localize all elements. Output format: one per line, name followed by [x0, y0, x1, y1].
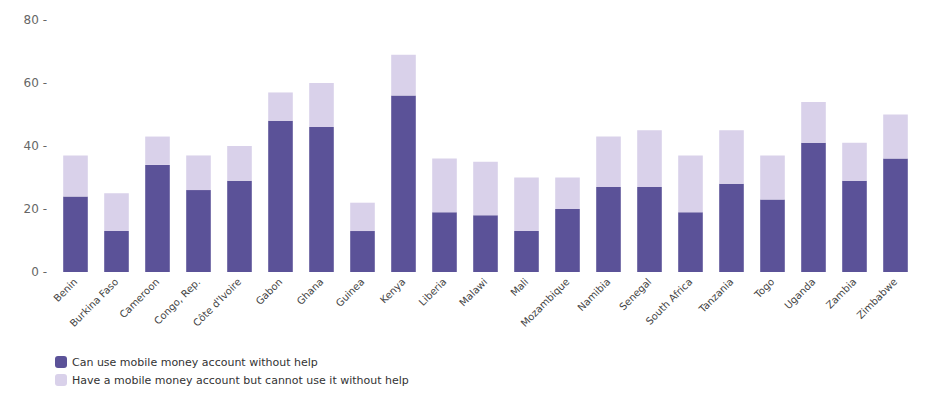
svg-text:Namibia: Namibia	[575, 276, 612, 313]
svg-text:0 -: 0 -	[31, 265, 47, 279]
svg-text:80 -: 80 -	[24, 13, 47, 27]
svg-text:Tanzania: Tanzania	[696, 276, 735, 315]
svg-text:Guinea: Guinea	[334, 276, 367, 309]
svg-text:Mali: Mali	[508, 276, 530, 298]
svg-text:40 -: 40 -	[24, 139, 47, 153]
svg-text:Zambia: Zambia	[824, 276, 859, 311]
svg-text:Zimbabwe: Zimbabwe	[855, 276, 900, 321]
svg-text:60 -: 60 -	[24, 76, 47, 90]
svg-text:Gabon: Gabon	[254, 276, 285, 307]
svg-text:Uganda: Uganda	[782, 276, 817, 311]
svg-text:Can use mobile money account w: Can use mobile money account without hel…	[72, 356, 318, 369]
svg-text:Cameroon: Cameroon	[117, 276, 161, 320]
svg-text:Ghana: Ghana	[295, 276, 326, 307]
svg-text:Burkina Faso: Burkina Faso	[68, 276, 121, 329]
svg-text:20 -: 20 -	[24, 202, 47, 216]
svg-text:Malawi: Malawi	[457, 276, 489, 308]
svg-text:Senegal: Senegal	[617, 276, 653, 312]
svg-text:South Africa: South Africa	[644, 276, 695, 327]
svg-text:Côte d'Ivoire: Côte d'Ivoire	[191, 276, 243, 328]
svg-text:Benin: Benin	[52, 276, 80, 304]
svg-text:Liberia: Liberia	[417, 276, 449, 308]
svg-text:Kenya: Kenya	[378, 276, 407, 305]
svg-text:Togo: Togo	[752, 276, 777, 301]
svg-text:Mozambique: Mozambique	[519, 276, 572, 329]
svg-text:Have a mobile money account bu: Have a mobile money account but cannot u…	[72, 374, 409, 387]
svg-text:Congo, Rep.: Congo, Rep.	[151, 276, 203, 327]
